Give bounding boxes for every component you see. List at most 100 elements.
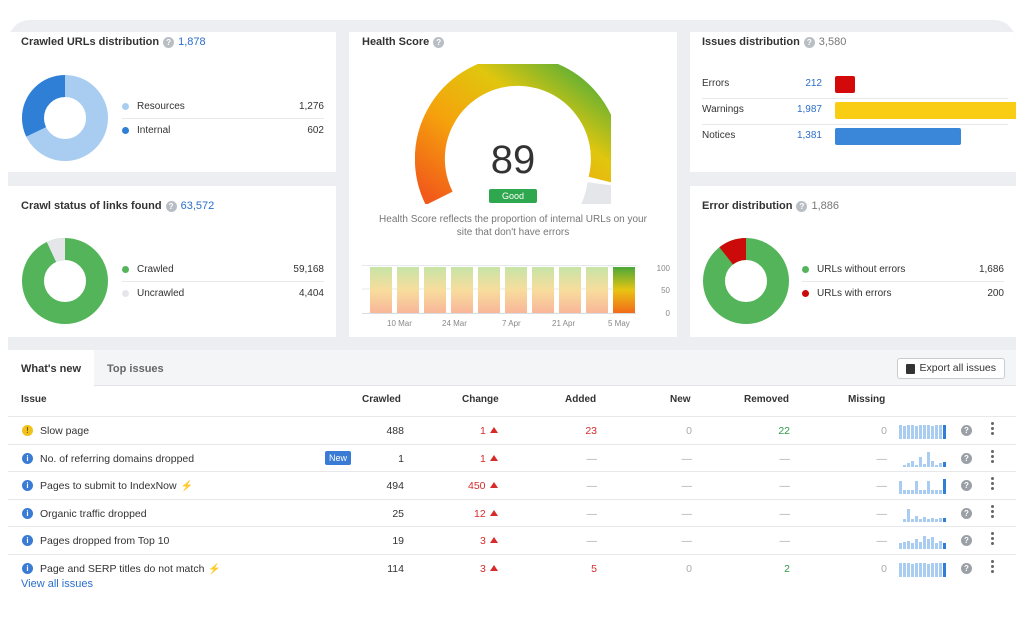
more-options-icon[interactable] bbox=[991, 532, 995, 547]
column-header-crawled[interactable]: Crawled bbox=[362, 394, 401, 405]
crawled-value[interactable]: 25 bbox=[392, 507, 404, 520]
change-value[interactable]: 3 bbox=[480, 535, 486, 547]
history-bar[interactable] bbox=[397, 267, 419, 313]
missing-value[interactable]: 0 bbox=[881, 562, 887, 575]
column-header-removed[interactable]: Removed bbox=[744, 394, 790, 405]
crawled-value[interactable]: 494 bbox=[386, 480, 404, 492]
new-value[interactable]: 0 bbox=[686, 425, 692, 437]
issue-name[interactable]: Page and SERP titles do not match bbox=[40, 562, 205, 575]
added-value[interactable]: 23 bbox=[585, 425, 597, 437]
tab-whats-new[interactable]: What's new bbox=[8, 350, 95, 387]
trend-sparkline[interactable] bbox=[899, 423, 947, 439]
issues-distribution-card: Issues distribution? 3,580 Errors 212 War… bbox=[690, 32, 1016, 172]
column-header-issue[interactable]: Issue bbox=[21, 394, 47, 405]
trend-sparkline[interactable] bbox=[899, 478, 947, 494]
more-options-icon[interactable] bbox=[991, 449, 995, 465]
table-row[interactable]: i Page and SERP titles do not match ⚡ 114… bbox=[8, 553, 1016, 582]
crawled-value[interactable]: 1 bbox=[398, 452, 404, 465]
more-options-icon[interactable] bbox=[991, 477, 995, 492]
change-value[interactable]: 1 bbox=[480, 452, 486, 465]
change-value[interactable]: 450 bbox=[468, 480, 486, 492]
issues-row-value[interactable]: 1,987 bbox=[796, 104, 822, 115]
crawl-status-total[interactable]: 63,572 bbox=[180, 200, 215, 212]
crawled-value[interactable]: 19 bbox=[392, 535, 404, 547]
history-bar[interactable] bbox=[370, 267, 392, 313]
crawled-value[interactable]: 488 bbox=[386, 425, 404, 437]
help-icon[interactable]: ? bbox=[961, 452, 972, 464]
history-bar[interactable] bbox=[559, 267, 581, 313]
y-tick-label: 100 bbox=[656, 264, 670, 273]
tab-top-issues[interactable]: Top issues bbox=[107, 363, 164, 375]
help-icon[interactable]: ? bbox=[165, 200, 177, 212]
help-icon[interactable]: ? bbox=[163, 36, 175, 48]
trend-sparkline[interactable] bbox=[899, 451, 947, 467]
trend-sparkline[interactable] bbox=[899, 561, 947, 577]
help-icon[interactable]: ? bbox=[433, 36, 445, 48]
issues-bar-errors[interactable] bbox=[835, 76, 855, 93]
issues-bar-warnings[interactable] bbox=[835, 102, 1016, 119]
help-icon[interactable]: ? bbox=[803, 36, 815, 48]
change-value[interactable]: 3 bbox=[480, 562, 486, 575]
legend-item-resources[interactable]: Resources 1,276 bbox=[122, 95, 324, 118]
history-bar[interactable] bbox=[478, 267, 500, 313]
history-bar[interactable] bbox=[505, 267, 527, 313]
legend-item-crawled[interactable]: Crawled 59,168 bbox=[122, 258, 324, 281]
removed-value[interactable]: 22 bbox=[778, 425, 790, 437]
history-bar[interactable] bbox=[424, 267, 446, 313]
issues-row-notices[interactable]: Notices 1,381 bbox=[702, 124, 1008, 147]
column-header-added[interactable]: Added bbox=[565, 394, 597, 405]
change-value[interactable]: 12 bbox=[474, 507, 486, 520]
column-header-change[interactable]: Change bbox=[462, 394, 499, 405]
issues-row-warnings[interactable]: Warnings 1,987 bbox=[702, 98, 1016, 121]
help-icon[interactable]: ? bbox=[961, 507, 972, 519]
issue-name[interactable]: Pages dropped from Top 10 bbox=[40, 535, 170, 547]
added-value[interactable]: 5 bbox=[591, 562, 597, 575]
issue-name[interactable]: Organic traffic dropped bbox=[40, 507, 147, 520]
change-value[interactable]: 1 bbox=[480, 425, 486, 437]
table-row[interactable]: ! Slow page 488 1 23 0 22 0 ? bbox=[8, 416, 1016, 444]
new-value[interactable]: 0 bbox=[686, 562, 692, 575]
trend-sparkline[interactable] bbox=[899, 506, 947, 522]
issues-row-errors[interactable]: Errors 212 bbox=[702, 75, 1008, 95]
trend-sparkline[interactable] bbox=[899, 533, 947, 549]
issue-name[interactable]: Pages to submit to IndexNow bbox=[40, 480, 177, 492]
table-row[interactable]: i Organic traffic dropped 25 12 — — — — … bbox=[8, 498, 1016, 527]
issues-bar-notices[interactable] bbox=[835, 128, 961, 145]
table-row[interactable]: i Pages dropped from Top 10 19 3 — — — —… bbox=[8, 526, 1016, 554]
help-icon[interactable]: ? bbox=[961, 535, 972, 546]
issues-row-label: Errors bbox=[702, 78, 730, 89]
issues-row-value[interactable]: 212 bbox=[805, 78, 822, 89]
history-bar[interactable] bbox=[532, 267, 554, 313]
help-icon[interactable]: ? bbox=[961, 480, 972, 491]
error-distribution-legend: URLs without errors 1,686 URLs with error… bbox=[802, 258, 1004, 304]
crawl-status-legend: Crawled 59,168 Uncrawled 4,404 bbox=[122, 258, 324, 304]
y-tick-label: 0 bbox=[665, 309, 670, 318]
help-icon[interactable]: ? bbox=[796, 200, 808, 212]
removed-value[interactable]: 2 bbox=[784, 562, 790, 575]
table-row[interactable]: i No. of referring domains dropped New 1… bbox=[8, 443, 1016, 472]
legend-item-without-errors[interactable]: URLs without errors 1,686 bbox=[802, 258, 1004, 281]
history-bar-latest[interactable] bbox=[613, 267, 635, 313]
more-options-icon[interactable] bbox=[991, 504, 995, 520]
table-row[interactable]: i Pages to submit to IndexNow ⚡ 494 450 —… bbox=[8, 471, 1016, 499]
help-icon[interactable]: ? bbox=[961, 562, 972, 574]
crawled-urls-total[interactable]: 1,878 bbox=[178, 36, 206, 48]
view-all-issues-link[interactable]: View all issues bbox=[21, 578, 93, 590]
column-header-new[interactable]: New bbox=[670, 394, 691, 405]
more-options-icon[interactable] bbox=[991, 559, 995, 575]
issue-name[interactable]: No. of referring domains dropped bbox=[40, 452, 195, 465]
issue-name[interactable]: Slow page bbox=[40, 425, 90, 437]
missing-value[interactable]: 0 bbox=[881, 425, 887, 437]
health-score-badge: Good bbox=[489, 189, 537, 203]
history-bar[interactable] bbox=[451, 267, 473, 313]
crawled-value[interactable]: 114 bbox=[387, 562, 404, 575]
column-header-missing[interactable]: Missing bbox=[848, 394, 886, 405]
export-all-issues-button[interactable]: Export all issues bbox=[896, 358, 1005, 379]
history-bar[interactable] bbox=[586, 267, 608, 313]
legend-item-with-errors[interactable]: URLs with errors 200 bbox=[802, 281, 1004, 304]
legend-item-uncrawled[interactable]: Uncrawled 4,404 bbox=[122, 281, 324, 304]
issues-row-value[interactable]: 1,381 bbox=[796, 130, 822, 141]
legend-item-internal[interactable]: Internal 602 bbox=[122, 118, 324, 141]
more-options-icon[interactable] bbox=[991, 422, 995, 437]
help-icon[interactable]: ? bbox=[961, 425, 972, 436]
